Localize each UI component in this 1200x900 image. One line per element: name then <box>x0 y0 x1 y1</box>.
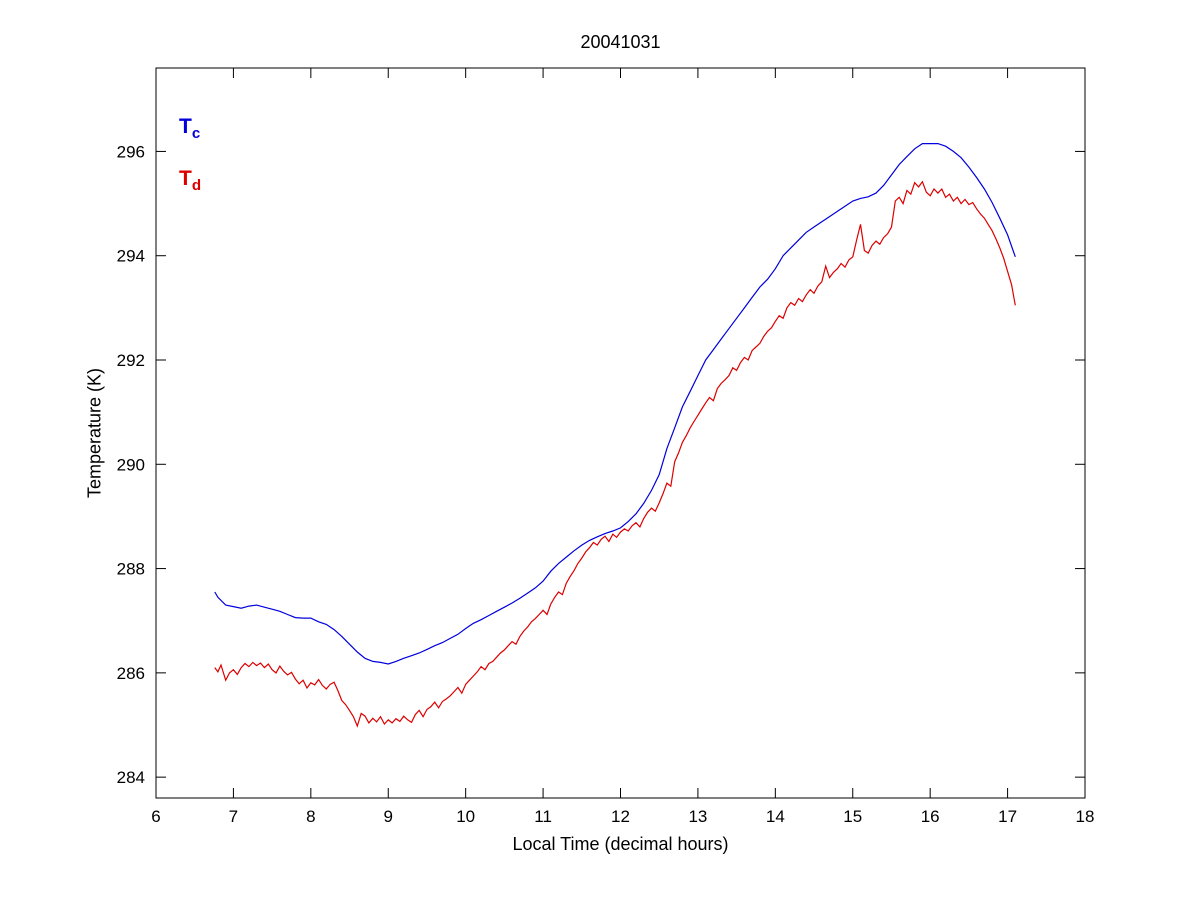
x-axis-title: Local Time (decimal hours) <box>512 834 729 854</box>
y-tick-label: 288 <box>117 560 145 579</box>
x-tick-label: 10 <box>456 807 475 826</box>
series-td-line <box>214 180 1016 728</box>
legend-entry-tc: Tc <box>179 116 200 141</box>
legend-entry-td: Td <box>179 168 201 193</box>
x-tick-label: 18 <box>1076 807 1095 826</box>
y-tick-label: 284 <box>117 768 145 787</box>
y-tick-label: 286 <box>117 664 145 683</box>
x-tick-label: 17 <box>998 807 1017 826</box>
y-tick-label: 294 <box>117 247 145 266</box>
axis-tick-labels: 6 7 8 9 10 11 12 13 14 15 16 17 18 284 286 288 290 292 294… <box>117 142 1095 826</box>
legend-td-text: T <box>179 167 192 190</box>
axes-box <box>155 67 1086 799</box>
x-tick-label: 8 <box>306 807 315 826</box>
x-tick-label: 9 <box>384 807 393 826</box>
y-tick-label: 296 <box>117 142 145 161</box>
x-tick-label: 11 <box>534 807 552 826</box>
x-tick-label: 7 <box>229 807 238 826</box>
x-tick-label: 15 <box>843 807 862 826</box>
y-tick-label: 292 <box>117 351 145 370</box>
series-tc-line <box>214 143 1016 665</box>
y-tick-label: 290 <box>117 455 145 474</box>
x-tick-label: 13 <box>688 807 707 826</box>
legend-tc-subscript: c <box>191 125 201 143</box>
axis-ticks <box>155 68 1086 798</box>
x-tick-label: 14 <box>766 807 785 826</box>
x-tick-label: 12 <box>611 807 630 826</box>
x-tick-label: 16 <box>921 807 940 826</box>
legend-td-subscript: d <box>191 177 202 195</box>
legend-tc-text: T <box>179 115 192 138</box>
x-tick-label: 6 <box>151 807 160 826</box>
chart-title: 20041031 <box>580 32 661 52</box>
